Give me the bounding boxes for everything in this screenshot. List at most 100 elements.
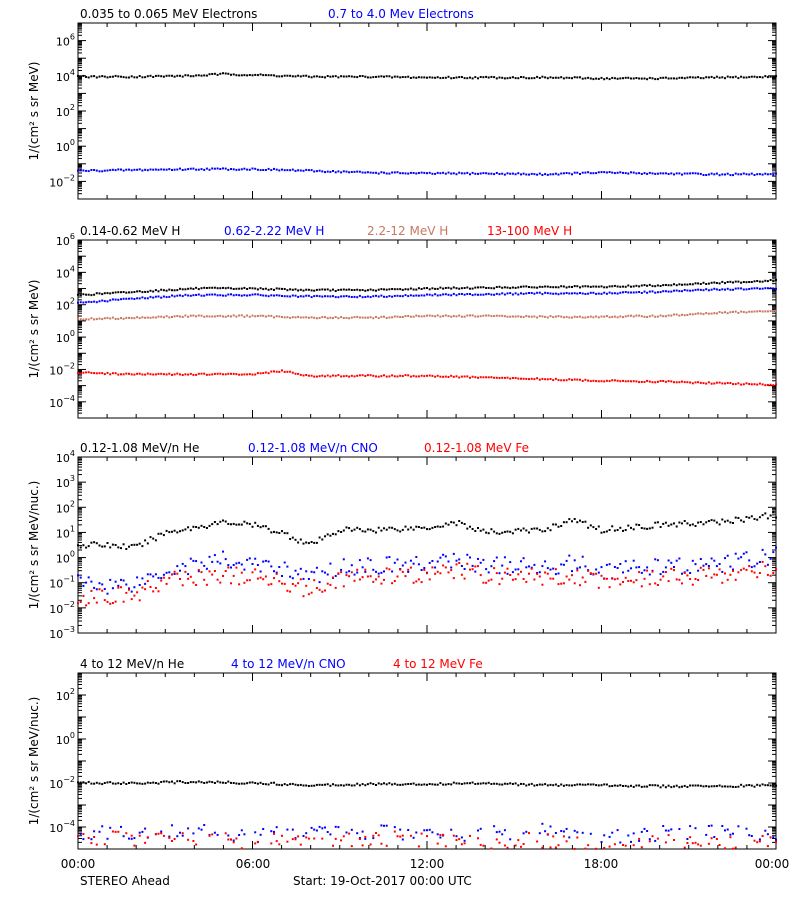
data-point — [493, 782, 496, 785]
data-point — [211, 560, 214, 563]
data-point — [168, 781, 171, 784]
data-point — [493, 376, 496, 379]
data-point — [321, 837, 324, 840]
data-point — [77, 317, 79, 320]
data-point — [152, 296, 155, 299]
data-point — [691, 289, 694, 292]
data-point — [726, 281, 729, 283]
data-point — [197, 293, 200, 296]
data-point — [603, 291, 606, 294]
data-point — [458, 782, 461, 785]
data-point — [764, 287, 767, 290]
data-point — [278, 287, 281, 290]
data-point — [415, 556, 418, 558]
data-point — [463, 172, 466, 175]
data-point — [541, 583, 544, 586]
data-point — [514, 578, 517, 581]
data-point — [243, 286, 246, 289]
data-point — [334, 374, 337, 377]
data-point — [98, 292, 101, 295]
data-point — [270, 294, 273, 297]
data-point — [683, 784, 686, 787]
data-point — [205, 781, 208, 784]
data-point — [616, 171, 619, 174]
data-point — [313, 837, 316, 840]
data-point — [160, 830, 163, 833]
data-point — [125, 783, 128, 785]
data-point — [436, 842, 439, 845]
data-point — [622, 285, 624, 288]
data-point — [375, 289, 377, 292]
data-point — [721, 76, 724, 79]
data-point — [479, 286, 482, 289]
data-point — [608, 171, 611, 173]
data-point — [144, 373, 147, 376]
data-point — [694, 288, 697, 291]
data-point — [691, 382, 694, 385]
data-point — [689, 825, 692, 828]
data-point — [533, 173, 536, 176]
data-point — [573, 171, 576, 174]
data-point — [528, 565, 530, 568]
data-point — [232, 168, 235, 171]
data-point — [592, 572, 595, 575]
data-point — [707, 76, 710, 79]
data-point — [361, 844, 364, 847]
data-point — [589, 172, 592, 175]
data-point — [756, 518, 759, 521]
data-point — [160, 168, 163, 171]
data-point — [426, 314, 428, 317]
data-point — [401, 76, 404, 78]
data-point — [458, 558, 461, 561]
data-point — [358, 294, 361, 297]
data-point — [632, 832, 635, 835]
data-point — [195, 843, 198, 846]
data-point — [337, 170, 340, 173]
data-point — [157, 74, 160, 77]
data-point — [503, 173, 506, 176]
data-point — [345, 374, 348, 377]
data-point — [659, 573, 662, 576]
data-point — [595, 784, 598, 787]
data-point — [87, 576, 90, 579]
data-point — [718, 563, 721, 565]
data-point — [101, 783, 104, 786]
data-point — [141, 316, 144, 319]
data-point — [144, 297, 147, 300]
data-point — [353, 316, 356, 319]
legend-entry: 0.14-0.62 MeV H — [80, 224, 180, 238]
data-point — [184, 565, 187, 568]
data-point — [391, 76, 394, 79]
data-point — [326, 295, 329, 298]
data-point — [616, 285, 619, 288]
data-point — [525, 529, 528, 532]
data-point — [498, 314, 501, 317]
data-point — [576, 521, 579, 524]
data-point — [624, 576, 627, 579]
data-point — [525, 377, 528, 380]
data-point — [302, 542, 305, 545]
data-point — [383, 570, 385, 573]
data-point — [520, 292, 522, 295]
data-point — [165, 529, 168, 532]
data-point — [372, 76, 375, 79]
data-point — [230, 781, 232, 784]
data-point — [114, 830, 117, 833]
data-point — [246, 314, 249, 317]
data-point — [758, 838, 761, 841]
data-point — [407, 315, 410, 317]
data-point — [310, 784, 313, 787]
data-point — [423, 76, 426, 79]
data-point — [130, 317, 133, 320]
data-point — [640, 527, 643, 529]
data-point — [613, 843, 616, 846]
data-point — [458, 293, 461, 296]
data-point — [372, 530, 375, 533]
data-point — [385, 844, 388, 847]
data-point — [332, 374, 334, 377]
data-point — [404, 783, 407, 786]
data-point — [211, 573, 214, 576]
data-point — [117, 546, 120, 549]
data-point — [769, 836, 772, 839]
data-point — [699, 558, 702, 560]
